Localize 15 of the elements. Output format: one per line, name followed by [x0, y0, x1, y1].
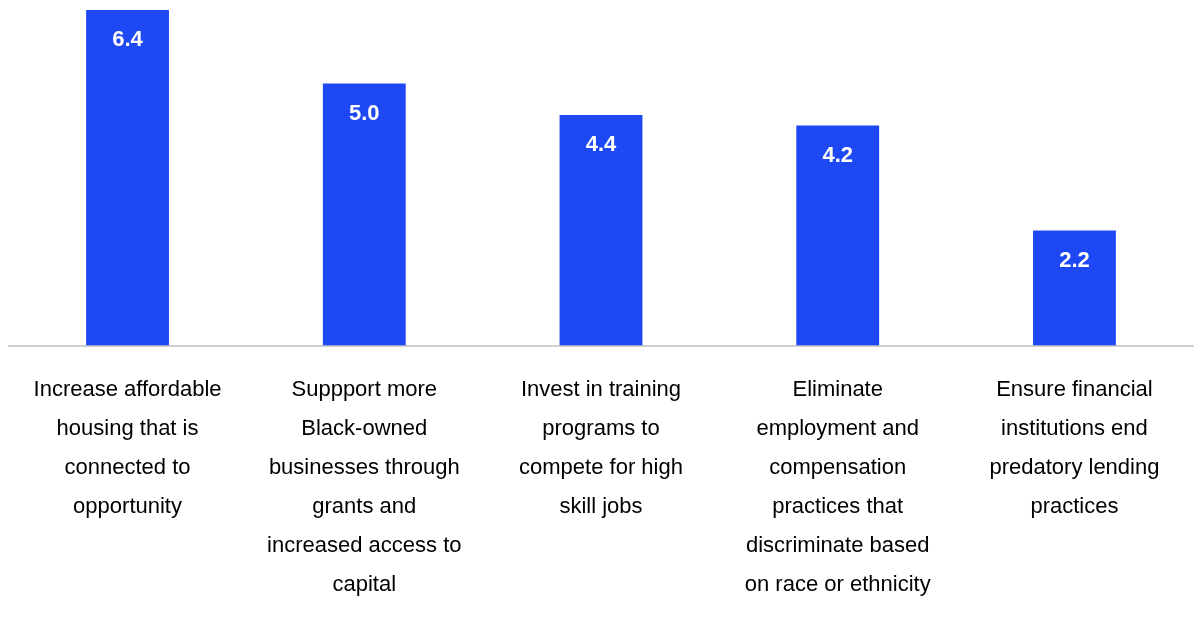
data-label: 6.4 — [112, 26, 144, 51]
data-label: 4.2 — [822, 141, 854, 167]
bar — [322, 83, 406, 346]
x-tick-label: Ensure financial institutions end predatory lending practices — [989, 376, 1160, 518]
bar — [796, 125, 880, 346]
data-label: 4.4 — [585, 131, 618, 156]
bar — [1033, 230, 1116, 346]
data-label: 2.2 — [1059, 246, 1090, 272]
data-label: 5.0 — [348, 99, 380, 125]
x-tick-label: Invest in training programs to compete for high skill jobs — [519, 376, 683, 518]
x-tick-label: Suppport more Black-owned businesses through grants and increased access to capital — [267, 376, 462, 596]
bar — [559, 115, 643, 346]
bar — [86, 10, 169, 346]
x-tick-label: Increase affordable housing that is connected to opportunity — [33, 376, 222, 518]
x-tick-label: Eliminate employment and compensation practices that discriminate based on race or ethnicity — [744, 376, 931, 596]
